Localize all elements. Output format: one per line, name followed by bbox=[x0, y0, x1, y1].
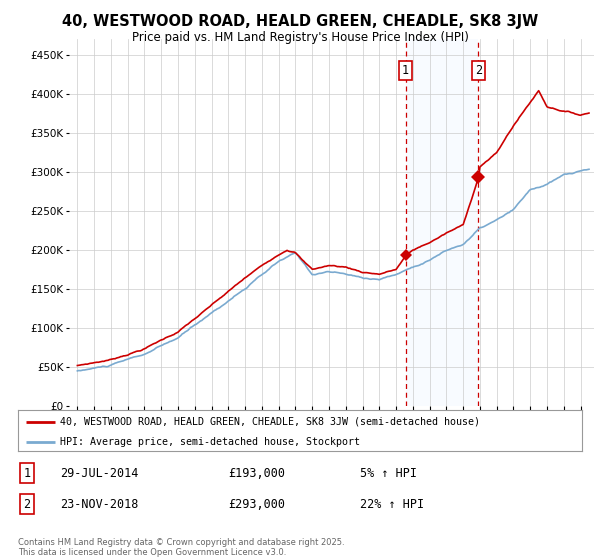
Text: HPI: Average price, semi-detached house, Stockport: HPI: Average price, semi-detached house,… bbox=[60, 437, 360, 447]
Text: 1: 1 bbox=[402, 64, 409, 77]
Text: £293,000: £293,000 bbox=[228, 497, 285, 511]
Text: £193,000: £193,000 bbox=[228, 466, 285, 480]
Text: 2: 2 bbox=[23, 497, 31, 511]
Text: 1: 1 bbox=[23, 466, 31, 480]
Text: 40, WESTWOOD ROAD, HEALD GREEN, CHEADLE, SK8 3JW (semi-detached house): 40, WESTWOOD ROAD, HEALD GREEN, CHEADLE,… bbox=[60, 417, 481, 427]
Text: 40, WESTWOOD ROAD, HEALD GREEN, CHEADLE, SK8 3JW: 40, WESTWOOD ROAD, HEALD GREEN, CHEADLE,… bbox=[62, 14, 538, 29]
Text: 23-NOV-2018: 23-NOV-2018 bbox=[60, 497, 139, 511]
Text: 5% ↑ HPI: 5% ↑ HPI bbox=[360, 466, 417, 480]
Text: 22% ↑ HPI: 22% ↑ HPI bbox=[360, 497, 424, 511]
Bar bbox=[406, 39, 478, 406]
Text: Price paid vs. HM Land Registry's House Price Index (HPI): Price paid vs. HM Land Registry's House … bbox=[131, 31, 469, 44]
Text: 29-JUL-2014: 29-JUL-2014 bbox=[60, 466, 139, 480]
Text: Contains HM Land Registry data © Crown copyright and database right 2025.
This d: Contains HM Land Registry data © Crown c… bbox=[18, 538, 344, 557]
Text: 2: 2 bbox=[475, 64, 482, 77]
